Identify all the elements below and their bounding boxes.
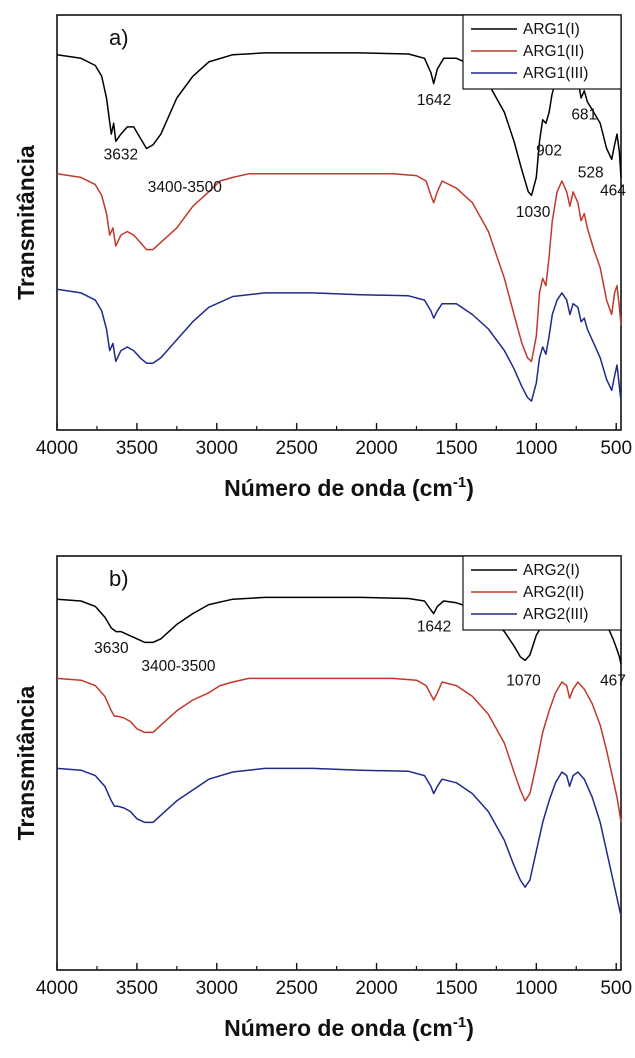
x-tick-label: 3000 — [196, 978, 238, 999]
legend-entry: ARG2(II) — [523, 584, 584, 601]
peak-annotation: 3630 — [94, 640, 129, 657]
series-line-ARG1(III) — [56, 288, 622, 402]
x-tick-label: 2500 — [276, 978, 318, 999]
legend-entry: ARG1(I) — [523, 21, 580, 38]
peak-annotation: 1070 — [506, 673, 541, 690]
x-tick-label: 2000 — [355, 438, 397, 459]
peak-annotation: 1642 — [417, 92, 451, 109]
x-tick-label: 2500 — [276, 438, 318, 459]
chart-panel-a: 4000 3500 3000 2500 2000 1500 1000 500 Número de… — [13, 14, 632, 501]
legend-entry: ARG1(III) — [523, 65, 588, 82]
x-axis-title: Número de onda (cm-1) — [224, 1014, 474, 1041]
peak-annotation: 681 — [571, 107, 597, 124]
x-tick-label: 1500 — [435, 438, 477, 459]
x-tick-label: 3500 — [116, 978, 158, 999]
peak-annotation: 528 — [578, 164, 604, 181]
peak-annotation: 1642 — [417, 619, 451, 636]
x-tick-label: 3500 — [116, 438, 158, 459]
legend-entry: ARG1(II) — [523, 43, 584, 60]
peak-annotation: 3632 — [104, 146, 138, 163]
y-axis-title: Transmitância — [13, 145, 39, 300]
panel-label: b) — [109, 566, 129, 591]
chart-panel-b: 4000 3500 3000 2500 2000 1500 1000 500 Número de… — [13, 555, 632, 1041]
legend-box — [462, 555, 622, 631]
x-tick-label: 1000 — [515, 438, 557, 459]
x-tick-label: 1500 — [435, 978, 477, 999]
plot-frame — [56, 14, 622, 431]
series-line-ARG2(III) — [56, 767, 622, 917]
x-tick-label: 4000 — [36, 978, 78, 999]
plot-frame — [56, 555, 622, 971]
x-tick-label: 500 — [600, 978, 632, 999]
x-tick-label: 3000 — [196, 438, 238, 459]
series-line-ARG2(II) — [56, 677, 622, 823]
x-tick-label: 2000 — [355, 978, 397, 999]
x-tick-label: 1000 — [515, 978, 557, 999]
peak-annotation: 464 — [600, 182, 626, 199]
legend-entry: ARG2(I) — [523, 562, 580, 579]
legend-entry: ARG2(III) — [523, 606, 588, 623]
peak-annotation: 3400-3500 — [141, 658, 216, 675]
panel-label: a) — [109, 25, 129, 50]
x-axis-title: Número de onda (cm-1) — [224, 474, 474, 501]
legend-box — [462, 14, 622, 90]
peak-annotation: 467 — [600, 673, 626, 690]
peak-annotation: 902 — [536, 143, 562, 160]
x-tick-label: 4000 — [36, 438, 78, 459]
series-line-ARG1(II) — [56, 173, 622, 363]
y-axis-title: Transmitância — [13, 685, 39, 840]
x-tick-label: 500 — [600, 438, 632, 459]
peak-annotation: 1030 — [516, 204, 551, 221]
peak-annotation: 3400-3500 — [148, 179, 223, 196]
